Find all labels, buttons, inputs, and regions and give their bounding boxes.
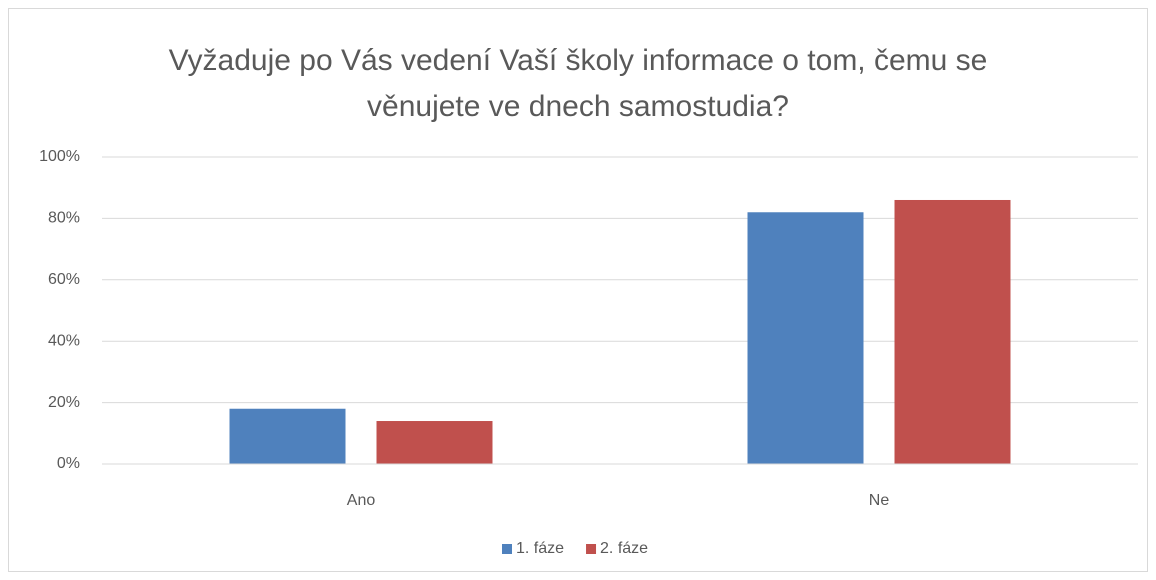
chart-title: věnujete ve dnech samostudia? (367, 90, 789, 123)
y-tick-label: 40% (48, 332, 80, 349)
bar (229, 408, 346, 464)
x-tick-label: Ano (347, 492, 376, 509)
legend-swatch (502, 544, 512, 554)
y-tick-label: 80% (48, 210, 80, 227)
bar (376, 421, 493, 464)
bar (747, 212, 864, 464)
chart-title: Vyžaduje po Vás vedení Vaší školy inform… (169, 44, 988, 77)
x-tick-label: Ne (869, 492, 890, 509)
legend-swatch (586, 544, 597, 554)
y-tick-label: 100% (39, 148, 80, 165)
legend-label: 1. fáze (516, 540, 564, 557)
y-tick-label: 20% (48, 394, 80, 411)
y-tick-label: 60% (48, 271, 80, 288)
y-tick-label: 0% (57, 455, 80, 472)
bar (894, 199, 1011, 465)
legend-label: 2. fáze (600, 540, 648, 557)
